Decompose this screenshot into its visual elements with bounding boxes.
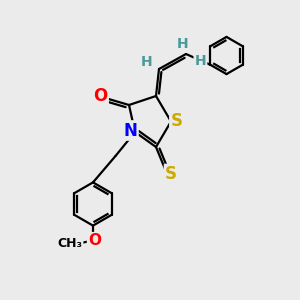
Text: CH₃: CH₃: [57, 237, 83, 250]
Text: S: S: [170, 112, 182, 130]
Text: S: S: [165, 165, 177, 183]
Text: H: H: [177, 37, 189, 50]
Text: H: H: [141, 56, 153, 69]
Text: H: H: [195, 54, 206, 68]
Text: O: O: [93, 87, 108, 105]
Text: N: N: [124, 122, 137, 140]
Text: O: O: [88, 233, 101, 248]
